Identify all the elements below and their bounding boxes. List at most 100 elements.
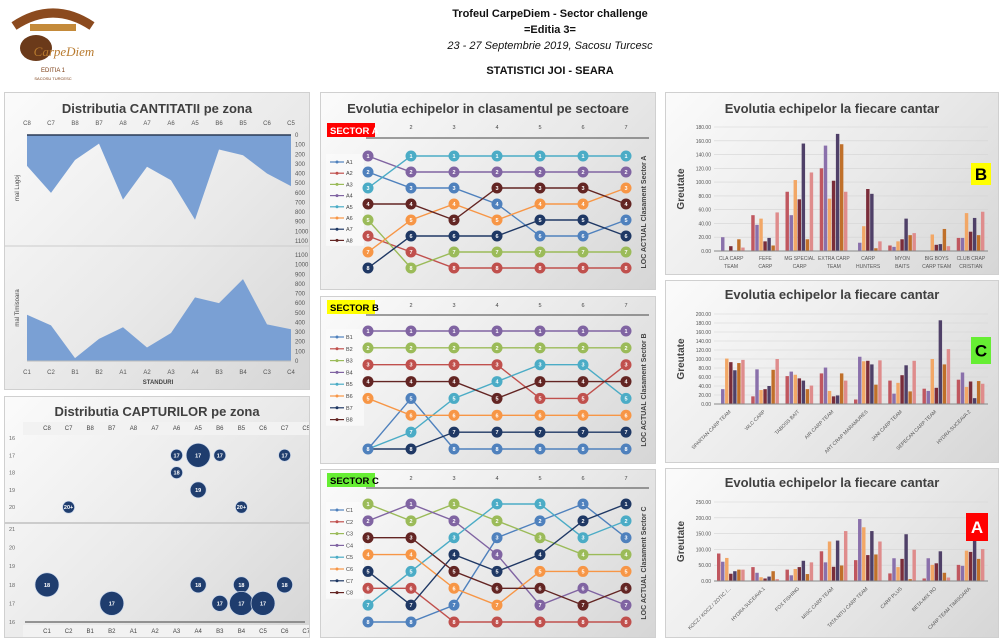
bar <box>980 383 985 404</box>
rank-label: 4 <box>538 202 542 208</box>
bar <box>721 237 725 251</box>
bar <box>843 531 848 581</box>
rank-label: 6 <box>581 586 584 592</box>
rank-marker <box>620 214 632 226</box>
y-tick-label: 900 <box>295 272 306 278</box>
rank-marker <box>534 246 546 258</box>
legend-label: B1 <box>346 335 353 341</box>
rank-marker <box>620 325 632 337</box>
rank-marker <box>448 198 460 210</box>
legend-marker <box>335 171 339 175</box>
bar <box>831 180 836 251</box>
rank-marker <box>577 214 589 226</box>
chart-title: Distributia CANTITATII pe zona <box>61 101 253 116</box>
bar <box>878 241 882 251</box>
rank-marker <box>448 262 460 274</box>
x-tick-label: CARP PLUS <box>880 586 905 611</box>
bar <box>843 380 848 404</box>
bar <box>926 390 930 404</box>
rank-marker <box>534 498 546 510</box>
x-tick-label: C2 <box>65 629 73 635</box>
rank-marker <box>448 182 460 194</box>
legend-box <box>326 154 364 246</box>
legend-box <box>326 502 364 599</box>
bar <box>785 191 789 251</box>
bubble-label: 17 <box>238 601 244 607</box>
rank-label: 8 <box>366 447 369 453</box>
rank-label: 4 <box>581 202 585 208</box>
rank-label: 4 <box>452 380 456 386</box>
sector-a-weights-chart: Evolutia echipelor la fiecare cantar 0.0… <box>665 468 999 638</box>
bar <box>964 550 969 581</box>
rank-label: 1 <box>624 502 627 508</box>
rank-label: 1 <box>581 154 584 160</box>
column-label: 7 <box>624 125 627 131</box>
sector-label: SECTOR B <box>330 303 379 314</box>
rank-label: 5 <box>495 218 498 224</box>
x-tick-label: A8 <box>130 426 138 432</box>
chart-canvas: SECTOR B 2 3 4 5 6 7 LOC ACTUAL Clasament Secto… <box>326 300 649 455</box>
bar <box>926 558 930 581</box>
x-tick-label: HYDRA SUCEAVA 2 <box>936 409 973 446</box>
x-tick-label: FOX FISHING <box>774 586 801 613</box>
bar <box>827 541 832 581</box>
rank-label: 5 <box>538 569 541 575</box>
rank-marker <box>620 426 632 438</box>
rank-marker <box>534 376 546 388</box>
sector-badge-label: B <box>975 165 987 184</box>
rank-label: 3 <box>581 186 584 192</box>
x-tick-label: B8 <box>87 426 95 432</box>
legend-label: C6 <box>346 567 353 573</box>
rank-marker <box>620 150 632 162</box>
quantity-distribution-chart: Distributia CANTITATII pe zona C8 C7 B8 B7 A… <box>4 92 310 390</box>
bar <box>819 551 824 581</box>
catch-bubble <box>235 500 248 514</box>
rank-label: 2 <box>366 519 369 525</box>
rank-label: 4 <box>409 553 413 559</box>
bar <box>854 399 858 404</box>
sector-b-weights-chart: Evolutia echipelor la fiecare cantar 0.0… <box>665 92 999 275</box>
rank-marker <box>620 262 632 274</box>
y-tick-label: 17 <box>9 601 15 607</box>
rank-label: 8 <box>452 266 455 272</box>
rank-marker <box>448 359 460 371</box>
rank-marker <box>491 182 503 194</box>
y-tick-label: 16 <box>9 620 15 626</box>
series-line <box>367 503 626 556</box>
y-tick-label: 40.00 <box>698 221 711 227</box>
bar <box>892 393 896 404</box>
axis-title: LOC ACTUAL Clasament Sector B <box>641 333 648 446</box>
rank-label: 7 <box>495 250 498 256</box>
rank-label: 7 <box>581 603 584 609</box>
x-tick-label: JANI CARP TEAM <box>870 409 903 442</box>
x-tick-label: C1 <box>23 370 31 376</box>
x-tick-label: B1 <box>87 629 95 635</box>
x-tick-label: B4 <box>239 370 247 376</box>
rank-marker <box>405 582 417 594</box>
rank-marker <box>577 246 589 258</box>
rank-marker <box>577 198 589 210</box>
rank-marker <box>534 515 546 527</box>
y-tick-label: 140.00 <box>696 339 712 345</box>
column-label: 6 <box>581 303 584 309</box>
rank-marker <box>491 198 503 210</box>
rank-marker <box>405 409 417 421</box>
y-tick-label: 700 <box>295 292 306 298</box>
sector-label: SECTOR C <box>330 476 379 487</box>
x-tick-label: B2 <box>95 370 103 376</box>
y-tick-label: 16 <box>9 436 15 442</box>
legend-marker <box>335 406 339 410</box>
rank-label: 7 <box>366 603 369 609</box>
rank-label: 8 <box>581 266 584 272</box>
rank-marker <box>362 166 374 178</box>
rank-label: 3 <box>452 186 455 192</box>
bar <box>874 554 878 581</box>
rank-label: 7 <box>581 430 584 436</box>
legend-label: B8 <box>346 418 353 424</box>
rank-label: 5 <box>409 396 412 402</box>
rank-marker <box>448 426 460 438</box>
rank-marker <box>491 582 503 594</box>
rank-label: 2 <box>581 519 584 525</box>
rank-label: 4 <box>452 553 456 559</box>
bar <box>805 574 810 581</box>
